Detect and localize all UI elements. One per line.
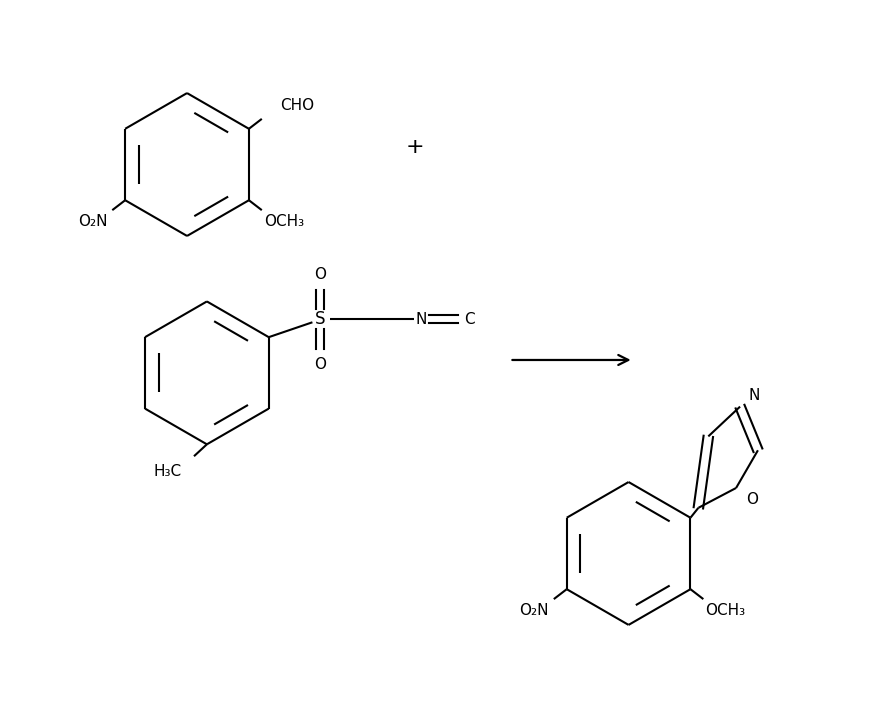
Text: O: O (314, 357, 326, 372)
Text: H₃C: H₃C (154, 464, 181, 479)
Text: N: N (748, 388, 760, 403)
Text: O: O (746, 492, 757, 507)
Text: O₂N: O₂N (519, 603, 548, 618)
Text: OCH₃: OCH₃ (264, 214, 304, 229)
Text: C: C (464, 312, 475, 327)
Text: +: + (406, 137, 424, 157)
Text: OCH₃: OCH₃ (704, 603, 745, 618)
Text: O₂N: O₂N (78, 214, 107, 229)
Text: N: N (416, 312, 426, 327)
Text: O: O (314, 267, 326, 282)
Text: S: S (315, 310, 325, 328)
Text: CHO: CHO (279, 98, 314, 113)
